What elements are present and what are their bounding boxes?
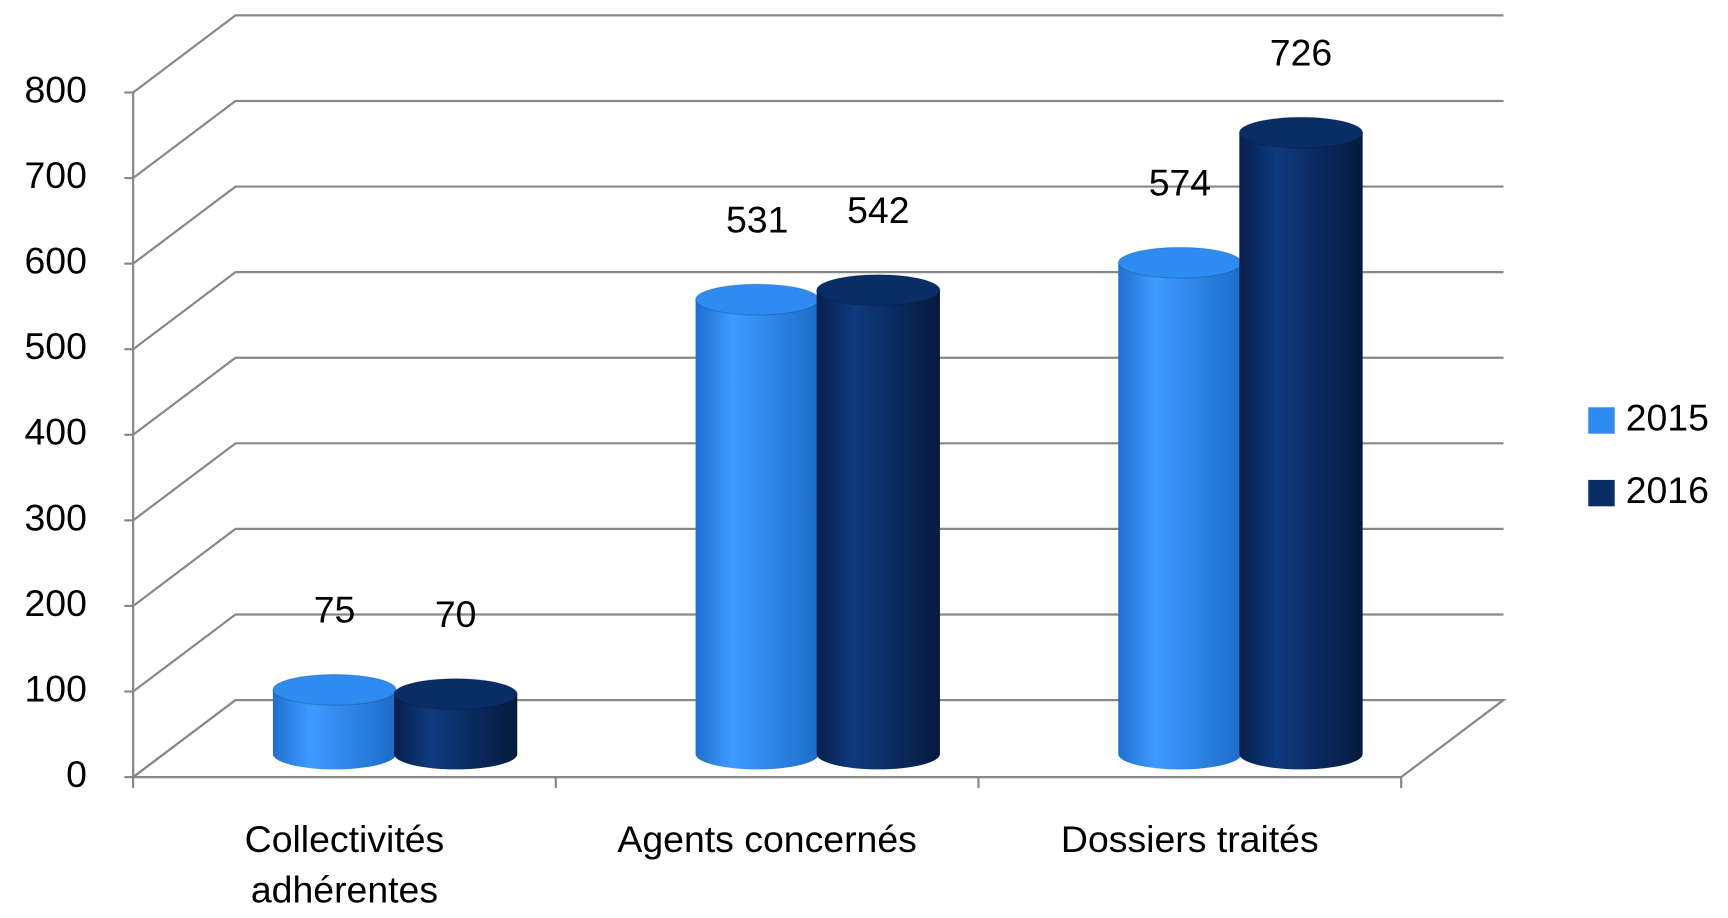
y-tick-label: 800 (24, 68, 86, 110)
data-label: 70 (435, 593, 477, 635)
bar-top (393, 678, 518, 711)
grid-line (132, 99, 1504, 179)
bar-top (695, 283, 820, 316)
bar (816, 274, 941, 770)
bar-top (1238, 116, 1364, 149)
data-label: 726 (1270, 32, 1332, 74)
y-tick-label: 700 (24, 154, 86, 196)
y-tick-label: 600 (24, 240, 86, 282)
legend-label: 2016 (1626, 469, 1709, 511)
y-tick-label: 400 (24, 411, 86, 453)
grid-line (132, 356, 1504, 436)
grid-line (132, 613, 1504, 693)
legend-label: 2015 (1626, 396, 1709, 438)
grid-line (132, 442, 1504, 522)
y-tick-label: 100 (24, 667, 86, 709)
bar (272, 673, 397, 770)
data-label: 531 (726, 198, 788, 240)
x-tick-label: Agents concernés (617, 818, 916, 860)
x-tick-label: Dossiers traités (1061, 818, 1319, 860)
grid-line (132, 527, 1504, 607)
y-tick-label: 300 (24, 496, 86, 538)
bar (1238, 116, 1364, 770)
legend-swatch (1588, 479, 1615, 507)
grid-line (132, 271, 1504, 351)
bar-body (816, 290, 940, 770)
grid-line (132, 698, 1504, 778)
bar-body (272, 689, 397, 770)
bar-body (393, 694, 518, 770)
bar-top (816, 274, 941, 307)
bar-body (1239, 132, 1363, 770)
bar (1117, 246, 1243, 770)
data-label: 574 (1149, 162, 1211, 204)
data-label: 542 (847, 189, 909, 231)
grid-line (132, 185, 1504, 265)
bar-top (272, 673, 397, 706)
grid-line (132, 14, 1504, 94)
bar-body (1118, 262, 1242, 770)
bar-top (1117, 246, 1243, 279)
bar-body (695, 299, 819, 770)
y-tick-label: 200 (24, 582, 86, 624)
legend-swatch (1588, 407, 1615, 434)
data-label: 75 (314, 589, 356, 631)
y-tick-label: 0 (66, 753, 87, 795)
bar (695, 283, 820, 770)
x-tick-label: Collectivités adhérentes (245, 818, 445, 911)
bar (393, 678, 518, 770)
y-tick-label: 500 (24, 325, 86, 367)
